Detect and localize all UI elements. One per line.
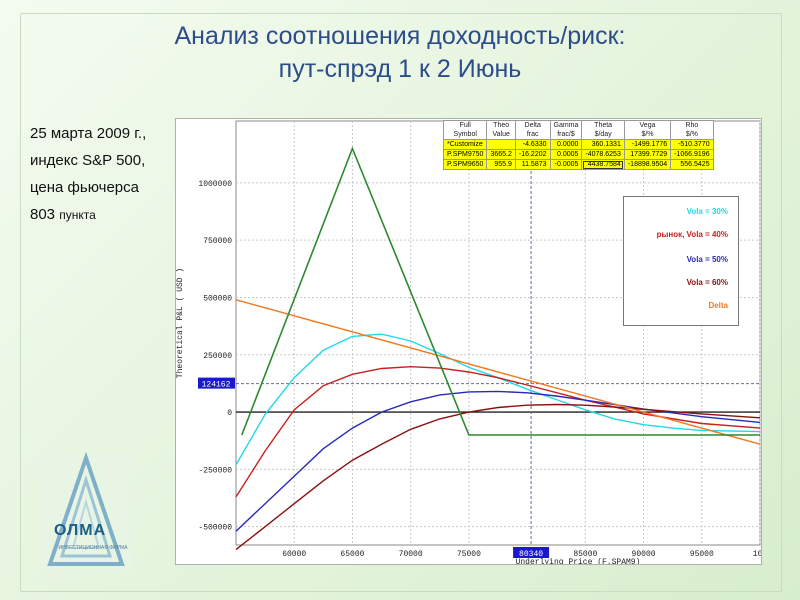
legend-entry-vola50: Vola = 50%: [686, 255, 728, 264]
pnl-chart: 60000 65000 70000 75000 85000 90000 95000 100 10…: [176, 120, 761, 564]
greeks-cell: 11.5873: [514, 159, 551, 170]
greeks-cell: 360.1331: [581, 139, 625, 150]
x-tick-label: 70000: [399, 550, 423, 559]
greeks-cell: -4.6330: [514, 139, 551, 150]
greeks-cell: P.SPM9750: [442, 149, 488, 160]
greeks-cell: [486, 139, 516, 150]
legend-entry-vola40: рынок, Vola = 40%: [656, 230, 728, 239]
current-x-tag: [513, 547, 550, 558]
x-tick-label: 85000: [573, 550, 597, 559]
info-index: индекс S&P 500,: [30, 152, 146, 169]
greeks-cell: P.SPM9650: [442, 159, 488, 170]
x-tick-label: 75000: [457, 550, 481, 559]
logo-name: ОЛМА: [54, 522, 107, 539]
x-tick-label: 65000: [340, 550, 364, 559]
greeks-row: *Customize -4.6330 0.0000 360.1331 -1499.177…: [442, 139, 714, 150]
series-line-0: [235, 333, 761, 466]
chart-legend: Vola = 30% рынок, Vola = 40% Vola = 50% …: [623, 196, 739, 326]
greeks-header-0: Full Symbol: [442, 120, 488, 140]
greeks-header-4: Theta $/day: [581, 120, 625, 140]
current-x-tag-label: 80340: [519, 550, 543, 559]
current-y-tag: [198, 377, 235, 389]
greeks-cell: 556.5425: [670, 159, 714, 170]
y-axis-label: Theoretical P&L ( USD ): [176, 268, 185, 378]
y-tick-label: -500000: [198, 524, 232, 533]
greeks-header-6: Rho $/%: [670, 120, 714, 140]
legend-entry-vola60: Vola = 60%: [686, 278, 728, 287]
y-tick-label: 0: [227, 409, 232, 418]
greeks-header-5: Vega $/%: [623, 120, 672, 140]
title-line-2: пут-спрэд 1 к 2 Июнь: [278, 55, 522, 83]
pnl-chart-panel: 60000 65000 70000 75000 85000 90000 95000 100 10…: [175, 118, 762, 565]
greeks-cell: 17399.7729: [623, 149, 672, 160]
x-tick-label: 100: [753, 550, 761, 559]
x-tick-label: 60000: [282, 550, 306, 559]
y-tick-label: -250000: [198, 466, 232, 475]
series-line-4: [235, 299, 761, 445]
info-futures-label: цена фьючерса: [30, 179, 139, 196]
info-futures-price: 803 пункта: [30, 201, 180, 229]
legend-entry-vola30: Vola = 30%: [686, 207, 728, 216]
greeks-cell: *Customize: [442, 139, 488, 150]
title-line-1: Анализ соотношения доходность/риск:: [174, 22, 626, 50]
info-date: 25 марта 2009 г.,: [30, 125, 147, 142]
y-tick-label: 500000: [203, 294, 232, 303]
greeks-header-row: Full Symbol Theo Value Delta frac Gamma frac/$ T…: [442, 120, 714, 140]
greeks-cell: -1066.9196: [670, 149, 714, 160]
greeks-header-1: Theo Value: [486, 120, 516, 140]
greeks-cell: -0.0005: [549, 159, 583, 170]
greeks-cell: 4438.7584: [581, 159, 625, 170]
greeks-cell: -510.3770: [670, 139, 714, 150]
slide-frame: [20, 13, 782, 592]
greeks-row: P.SPM9750 3665.2 -16.2202 0.0005 -4078.6253 1…: [442, 149, 714, 160]
plot-area: [235, 120, 761, 546]
greeks-cell: 3665.2: [486, 149, 516, 160]
greeks-cell: 955.9: [486, 159, 516, 170]
greeks-cell: -4078.6253: [581, 149, 625, 160]
series-line-5: [241, 146, 760, 436]
x-axis-label: Underlying Price (F.SPAM9): [516, 558, 641, 564]
greeks-cell: -1499.1776: [623, 139, 672, 150]
info-price-number: 803: [30, 206, 56, 223]
info-price-unit: пункта: [59, 208, 96, 222]
company-logo: [40, 451, 132, 570]
greeks-table: Full Symbol Theo Value Delta frac Gamma frac/$ T…: [442, 120, 714, 170]
y-tick-label: 250000: [203, 352, 232, 361]
greeks-row: P.SPM9650 955.9 11.5873 -0.0005 4438.7584 -18…: [442, 159, 714, 170]
logo-subtitle: ИНВЕСТИЦИОННАЯ ФИРМА: [58, 545, 128, 551]
x-tick-label: 90000: [632, 550, 656, 559]
x-tick-label: 95000: [690, 550, 714, 559]
market-info: 25 марта 2009 г., индекс S&P 500, цена ф…: [30, 120, 180, 229]
greeks-header-3: Gamma frac/$: [549, 120, 583, 140]
current-y-tag-label: 124162: [202, 381, 231, 390]
greeks-cell: 0.0005: [549, 149, 583, 160]
y-tick-label: 1000000: [198, 180, 232, 189]
series-line-3: [235, 403, 761, 551]
greeks-cell: -16.2202: [514, 149, 551, 160]
slide-title: Анализ соотношения доходность/риск: пут-…: [0, 20, 800, 86]
series-line-1: [235, 365, 761, 498]
y-tick-label: 750000: [203, 237, 232, 246]
greeks-cell: -18898.9504: [623, 159, 672, 170]
greeks-header-2: Delta frac: [514, 120, 551, 140]
greeks-cell: 0.0000: [549, 139, 583, 150]
legend-entry-delta: Delta: [708, 301, 728, 310]
logo-emblem-icon: [47, 451, 125, 566]
